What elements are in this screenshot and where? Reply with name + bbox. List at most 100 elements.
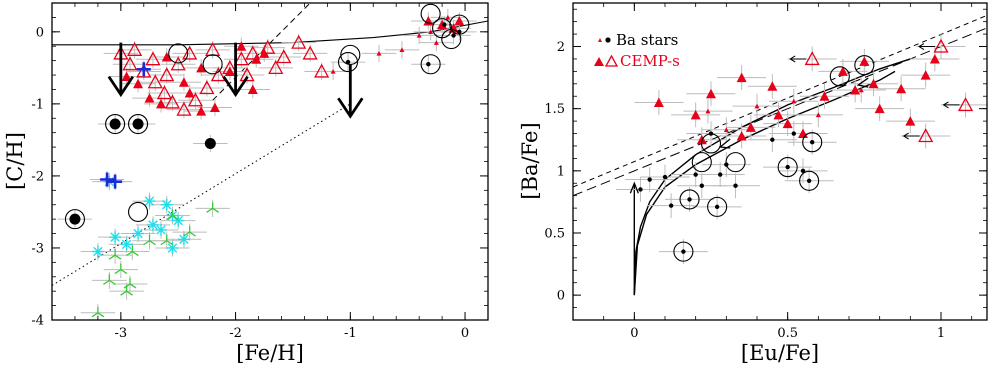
filled-triangle-point: [121, 71, 132, 81]
asterisk-point-stroke: [110, 232, 120, 242]
y-tick-label: 0.5: [544, 226, 565, 241]
filled-triangle-point: [224, 66, 235, 76]
left-panel: -3 -2 -1 0 -4 -3 -2 -1 0 [Fe/H] [C/H]: [3, 2, 489, 365]
small-triangle-point: [705, 108, 711, 114]
open-triangle-point: [164, 94, 181, 109]
filled-triangle-point: [454, 16, 465, 26]
filled-triangle-point: [929, 53, 940, 64]
dot-point: [800, 168, 806, 174]
filled-triangle-point: [706, 88, 716, 99]
model-line-dashed-1: [573, 14, 987, 188]
open-triangle-point: [268, 59, 284, 74]
filled-triangle-point: [905, 116, 916, 126]
y-tick-label: -2: [31, 169, 44, 184]
open-triangle-point: [127, 41, 143, 56]
asterisk-point-stroke: [173, 215, 183, 226]
filled-triangle-point: [868, 78, 879, 89]
dot-point: [714, 204, 720, 210]
open-circle-point: [420, 54, 441, 75]
dot-point: [699, 183, 704, 188]
dot-point: [733, 183, 738, 188]
cross-point: [136, 62, 151, 77]
upper-limit-arrow-head: [337, 97, 364, 119]
y-tick-label: 1.5: [544, 102, 565, 117]
open-triangle-point: [122, 56, 138, 71]
legend-cemp-open-triangle-icon: [604, 54, 619, 67]
small-triangle-point: [815, 112, 821, 118]
tripod-point: [91, 306, 105, 318]
dot-point: [109, 118, 121, 130]
right-y-axis-label: [Ba/Fe]: [518, 122, 542, 199]
dot-point: [687, 197, 692, 202]
small-triangle-point: [445, 14, 451, 20]
left-ticks: -3 -2 -1 0 -4 -3 -2 -1 0: [31, 2, 489, 341]
right-left-arrows: [629, 43, 960, 194]
x-tick-label: -1: [344, 326, 357, 341]
legend-cemp-label: CEMP-s: [620, 52, 680, 70]
open-triangle-point: [136, 63, 152, 78]
legend-cemp-filled-triangle-icon: [594, 57, 604, 66]
asterisk-point-stroke: [133, 228, 143, 239]
open-triangle-point: [182, 45, 198, 60]
tripod-point: [120, 285, 133, 296]
legend: Ba stars CEMP-s: [594, 31, 680, 70]
open-circle-point: [340, 44, 361, 65]
open-triangle-point: [933, 38, 949, 53]
x-tick-label: -2: [229, 326, 242, 341]
right-panel: 0 0.5 1 0 0.5 1 1.5 2 [Eu/Fe] [Ba/Fe] Ba stars …: [518, 2, 988, 365]
dot-point: [442, 22, 447, 27]
asterisk-point-stroke: [167, 243, 178, 253]
small-triangle-point: [376, 50, 382, 56]
tripod-point: [114, 263, 128, 275]
tripod-point: [160, 234, 174, 246]
dot-point: [662, 174, 668, 180]
dot-point: [204, 137, 216, 149]
model-line-solid-curve-2: [633, 70, 896, 296]
upper-limit-arrow-head: [107, 75, 135, 98]
y-tick-label: 0: [36, 25, 44, 40]
filled-triangle-point: [209, 102, 220, 112]
y-tick-label: -1: [31, 97, 44, 112]
open-triangle-point: [302, 45, 318, 60]
filled-triangle-point: [773, 109, 784, 120]
filled-triangle-point: [837, 66, 848, 76]
open-circle-point: [854, 55, 875, 76]
dot-point: [718, 172, 723, 177]
filled-triangle-point: [178, 77, 189, 87]
dot-point: [785, 164, 790, 170]
open-triangle-point: [210, 67, 226, 82]
asterisk-point-stroke: [179, 234, 189, 245]
left-arrow-head: [942, 101, 949, 109]
vertical-line-arrowhead: [629, 181, 639, 194]
y-tick-label: 1: [557, 164, 565, 179]
tripod-point: [108, 249, 122, 260]
dot-point: [693, 172, 698, 177]
open-triangle-point: [147, 74, 163, 89]
dot-point: [69, 213, 81, 225]
filled-triangle-point: [736, 131, 747, 141]
open-triangle-point: [170, 56, 186, 71]
asterisk-point-stroke: [144, 196, 155, 206]
filled-triangle-point: [161, 52, 172, 62]
y-tick-label: 2: [557, 40, 565, 55]
open-circle-point: [700, 133, 722, 154]
dot-point: [770, 137, 775, 142]
open-circle-point: [691, 152, 712, 173]
open-triangle-point: [260, 39, 276, 54]
tripod-point: [143, 234, 156, 246]
small-triangle-point: [754, 103, 760, 109]
cross-point: [100, 172, 115, 187]
open-triangle-point: [314, 63, 330, 78]
left-limit-arrows: [107, 42, 364, 119]
open-triangle-point: [145, 51, 161, 66]
open-circle-point: [725, 152, 746, 173]
filled-triangle-point: [156, 98, 166, 109]
filled-triangle-point: [653, 97, 664, 107]
asterisk-point-stroke: [148, 220, 158, 230]
right-axes-frame: [572, 2, 988, 321]
x-tick-label: 1: [937, 326, 945, 341]
filled-triangle-point: [745, 122, 756, 132]
small-triangle-point: [428, 29, 434, 35]
open-circle-point: [128, 113, 149, 135]
